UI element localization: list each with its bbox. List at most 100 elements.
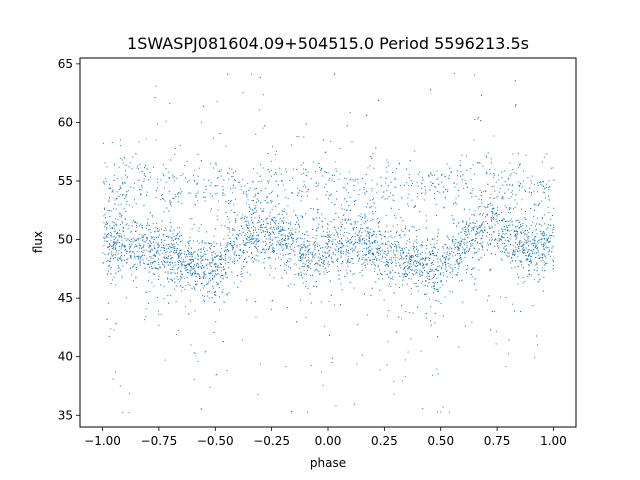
data-point — [329, 334, 330, 336]
data-point — [301, 258, 303, 260]
data-point — [408, 205, 410, 207]
data-point — [373, 262, 375, 264]
data-point — [286, 264, 288, 266]
data-point — [162, 247, 164, 249]
data-point — [246, 261, 248, 263]
data-point — [181, 257, 183, 259]
data-point — [490, 329, 491, 331]
data-point — [233, 204, 235, 206]
data-point — [515, 105, 516, 107]
data-point — [111, 279, 113, 281]
data-point — [387, 261, 389, 263]
data-point — [240, 186, 242, 188]
data-point — [260, 226, 262, 228]
data-point — [227, 234, 229, 236]
data-point — [370, 260, 372, 262]
data-point — [331, 233, 333, 235]
data-point — [378, 259, 380, 261]
data-point — [178, 261, 180, 263]
data-point — [329, 280, 331, 282]
data-point — [369, 199, 371, 201]
data-point — [426, 317, 428, 319]
data-point — [194, 270, 196, 272]
data-point — [495, 212, 497, 214]
data-point — [277, 236, 279, 238]
data-point — [498, 230, 500, 232]
data-point — [486, 249, 488, 251]
data-point — [107, 240, 109, 242]
data-point — [546, 247, 548, 249]
data-point — [399, 184, 401, 186]
data-point — [524, 249, 526, 251]
data-point — [141, 186, 143, 188]
data-point — [515, 194, 517, 196]
data-point — [371, 263, 373, 265]
data-point — [515, 233, 516, 235]
data-point — [464, 231, 466, 232]
data-point — [499, 191, 500, 193]
data-point — [242, 251, 243, 253]
data-point — [125, 196, 127, 198]
data-point — [434, 198, 436, 199]
data-point — [415, 255, 416, 256]
data-point — [449, 253, 450, 255]
data-point — [537, 249, 539, 251]
data-point — [461, 261, 463, 263]
data-point — [369, 243, 371, 245]
data-point — [203, 299, 205, 301]
data-point — [525, 218, 527, 220]
data-point — [366, 248, 368, 250]
data-point — [297, 187, 299, 189]
data-point — [520, 226, 522, 228]
data-point — [398, 209, 400, 210]
data-point — [314, 248, 316, 250]
data-point — [475, 238, 477, 240]
data-point — [469, 233, 471, 235]
data-point — [118, 196, 120, 198]
data-point — [306, 246, 308, 248]
data-point — [410, 287, 412, 289]
data-point — [538, 254, 540, 256]
data-point — [328, 234, 330, 236]
data-point — [316, 209, 318, 211]
data-point — [181, 265, 183, 267]
data-point — [300, 259, 302, 261]
data-point — [312, 161, 314, 163]
data-point — [502, 198, 504, 200]
data-point — [135, 239, 137, 241]
data-point — [512, 153, 514, 155]
data-point — [220, 276, 221, 278]
data-point — [193, 174, 195, 176]
data-point — [203, 295, 205, 297]
data-point — [115, 248, 117, 250]
data-point — [366, 191, 368, 193]
data-point — [542, 259, 544, 261]
data-point — [379, 221, 380, 223]
data-point — [324, 152, 326, 154]
data-point — [177, 261, 179, 263]
data-point — [477, 118, 479, 120]
data-point — [421, 274, 423, 276]
data-point — [280, 259, 282, 261]
data-point — [269, 212, 271, 214]
data-point — [255, 210, 257, 212]
data-point — [440, 303, 442, 305]
data-point — [124, 235, 125, 237]
data-point — [440, 280, 442, 281]
data-point — [350, 242, 352, 244]
data-point — [141, 236, 143, 238]
data-point — [251, 214, 253, 215]
data-point — [173, 240, 174, 241]
data-point — [242, 228, 244, 229]
data-point — [500, 238, 502, 240]
data-point — [268, 215, 270, 217]
data-point — [177, 196, 179, 198]
data-point — [415, 239, 417, 241]
data-point — [296, 238, 298, 240]
data-point — [430, 265, 432, 267]
data-point — [345, 239, 347, 241]
data-point — [394, 186, 396, 188]
data-point — [406, 203, 408, 205]
data-point — [160, 179, 162, 181]
data-point — [341, 204, 342, 206]
